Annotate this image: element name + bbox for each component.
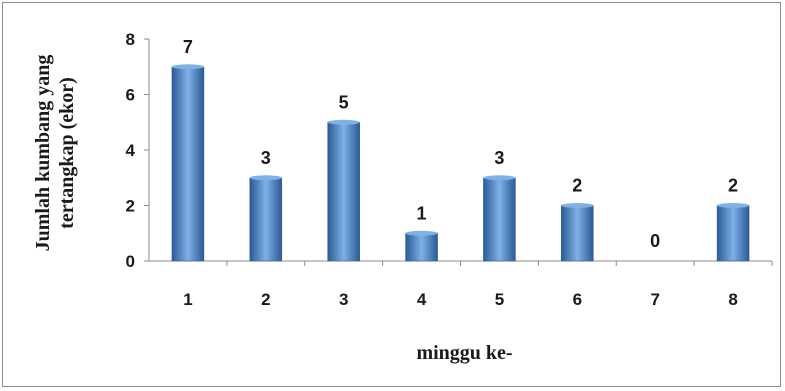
- x-tick-label: 1: [183, 290, 192, 309]
- y-axis-title: Jumlah kumbang yang tertangkap (ekor): [32, 55, 78, 252]
- bar-top-week-5: [483, 175, 516, 181]
- chart-frame: 0 2 4 6 8 1 2 3 4 5 6 7 8 7 3 5 1 3 2 0 2 minggu ke- Jumla…: [2, 2, 781, 387]
- y-axis-title-line: tertangkap (ekor): [56, 77, 78, 229]
- bar-top-week-3: [327, 119, 360, 125]
- bar-week-3: [327, 122, 360, 262]
- x-axis-title: minggu ke-: [416, 342, 512, 364]
- data-labels: 7 3 5 1 3 2 0 2: [183, 37, 738, 251]
- bar-week-8: [716, 205, 750, 262]
- x-tick-labels: 1 2 3 4 5 6 7 8: [183, 261, 773, 309]
- data-label-week-7: 0: [650, 231, 660, 251]
- y-tick-label: 4: [126, 141, 136, 160]
- bars: [171, 64, 750, 262]
- bar-week-1: [171, 66, 205, 262]
- bar-week-6: [561, 205, 594, 262]
- x-tick-label: 7: [650, 290, 659, 309]
- y-tick-label: 8: [126, 30, 135, 49]
- data-label-week-3: 5: [339, 92, 349, 112]
- bar-week-5: [483, 177, 516, 262]
- bar-top-week-4: [405, 230, 438, 236]
- bar-top-week-1: [171, 64, 204, 70]
- data-label-week-2: 3: [261, 148, 271, 168]
- data-label-week-6: 2: [572, 176, 582, 196]
- bar-week-2: [249, 177, 283, 262]
- bar-top-week-2: [249, 175, 282, 181]
- data-label-week-4: 1: [417, 203, 427, 223]
- x-tick-label: 8: [728, 290, 737, 309]
- x-tick-label: 3: [339, 290, 348, 309]
- bar-week-4: [405, 233, 438, 262]
- bar-top-week-6: [561, 203, 594, 208]
- axes: [148, 39, 772, 262]
- bar-top-week-8: [717, 203, 750, 208]
- data-label-week-5: 3: [494, 148, 504, 168]
- data-label-week-1: 7: [183, 37, 193, 57]
- y-tick-label: 0: [126, 252, 135, 271]
- y-tick-label: 2: [126, 197, 135, 216]
- data-label-week-8: 2: [728, 176, 738, 196]
- y-axis-title-line: Jumlah kumbang yang: [32, 55, 54, 252]
- x-tick-label: 5: [495, 290, 504, 309]
- x-tick-label: 2: [261, 290, 270, 309]
- x-tick-label: 4: [417, 290, 427, 309]
- x-tick-label: 6: [573, 290, 582, 309]
- y-tick-labels: 0 2 4 6 8: [126, 30, 149, 271]
- y-tick-label: 6: [126, 86, 135, 105]
- bar-chart: 0 2 4 6 8 1 2 3 4 5 6 7 8 7 3 5 1 3 2 0 2 minggu ke- Jumla…: [32, 30, 773, 364]
